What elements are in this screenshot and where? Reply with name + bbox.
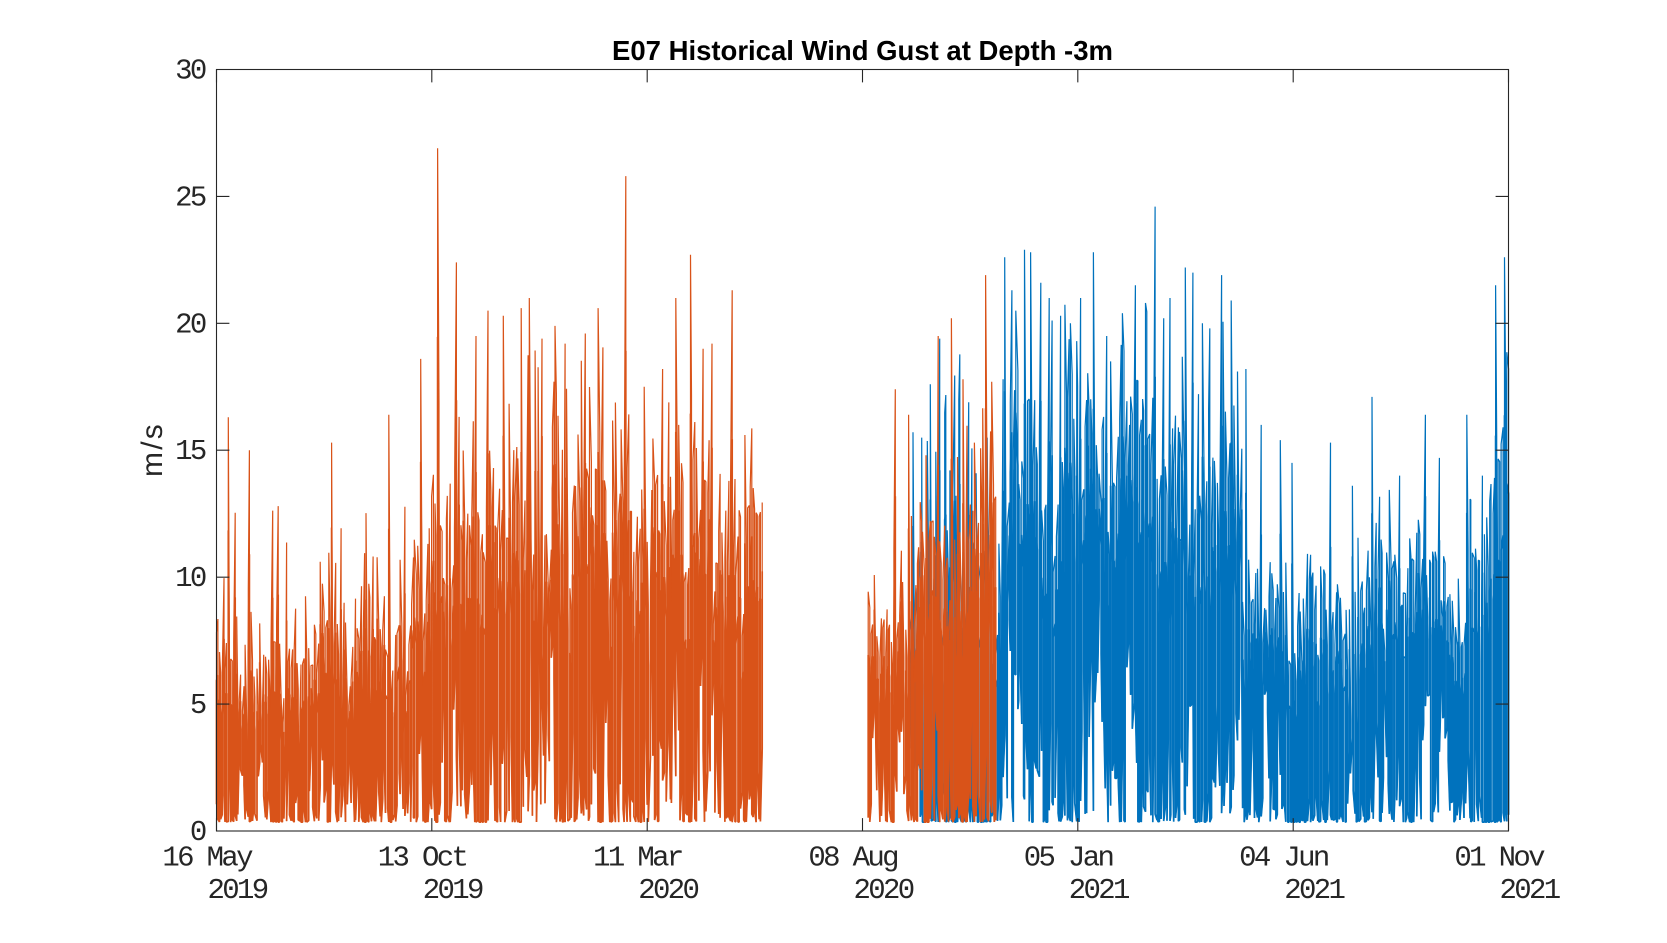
svg-text:2020: 2020 [638,874,698,907]
svg-text:01 Nov: 01 Nov [1454,842,1545,875]
svg-text:2021: 2021 [1284,874,1344,907]
svg-text:05 Jan: 05 Jan [1024,842,1113,875]
svg-text:16 May: 16 May [162,842,253,875]
svg-text:15: 15 [175,435,206,468]
svg-text:30: 30 [175,55,206,88]
svg-text:0: 0 [190,816,206,849]
svg-text:5: 5 [190,689,206,722]
svg-text:08 Aug: 08 Aug [808,842,897,875]
svg-text:20: 20 [175,308,206,341]
svg-text:2019: 2019 [423,874,483,907]
svg-text:2019: 2019 [207,874,267,907]
svg-text:m/s: m/s [136,422,169,477]
svg-text:2021: 2021 [1499,874,1559,907]
svg-text:04 Jun: 04 Jun [1239,842,1328,875]
svg-text:E07 Historical Wind Gust at De: E07 Historical Wind Gust at Depth -3m [612,35,1113,66]
svg-text:11 Mar: 11 Mar [593,842,682,875]
svg-text:2021: 2021 [1069,874,1129,907]
svg-text:25: 25 [175,181,206,214]
svg-text:13 Oct: 13 Oct [378,842,467,875]
svg-text:10: 10 [175,562,206,595]
svg-text:2020: 2020 [853,874,913,907]
